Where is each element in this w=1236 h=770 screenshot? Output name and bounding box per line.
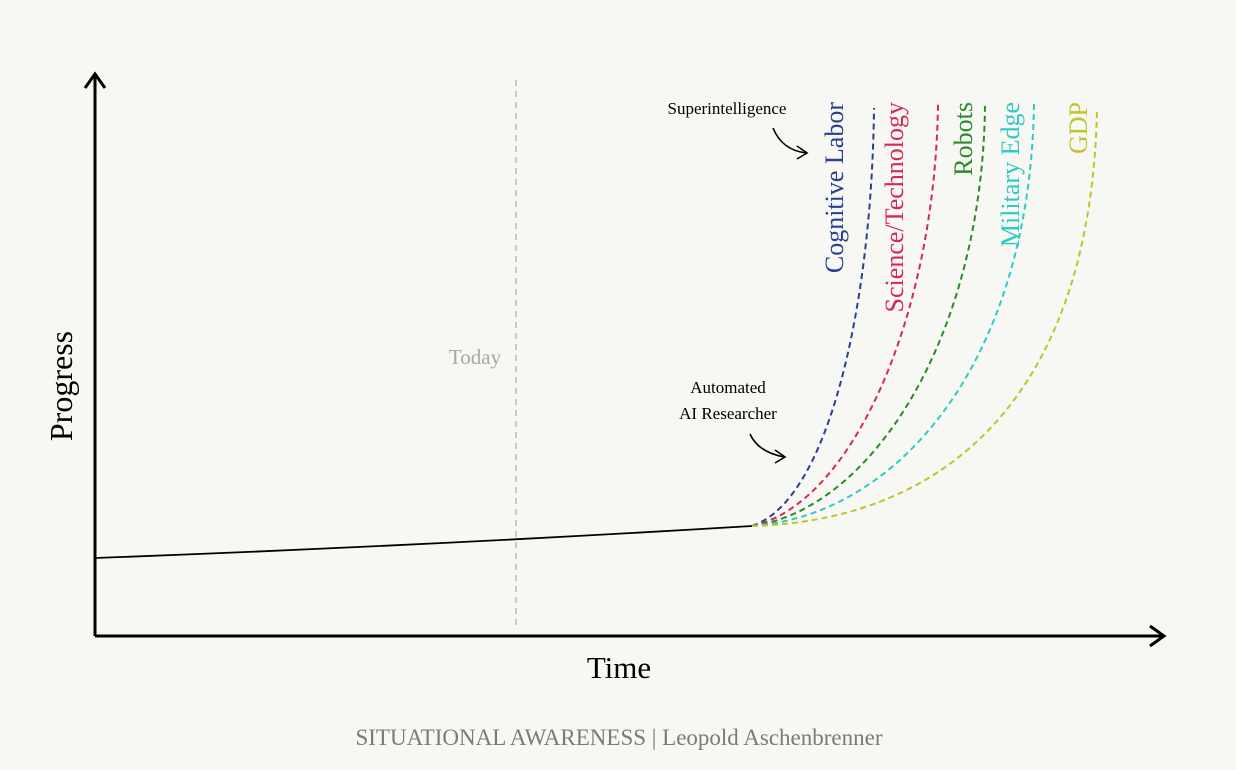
curve-label-military-edge: Military Edge — [996, 102, 1025, 247]
automated-ai-researcher-arrowhead — [774, 449, 787, 464]
x-axis-arrowhead — [1149, 624, 1167, 648]
y-axis-label: Progress — [43, 331, 79, 441]
automated-ai-researcher-arrow — [749, 433, 785, 458]
curve-cognitive-labor — [751, 107, 875, 527]
superintelligence-arrowhead — [796, 145, 809, 160]
curve-military-edge — [751, 103, 1035, 527]
curve-science-technology — [751, 103, 939, 527]
today-label: Today — [449, 345, 502, 369]
superintelligence-label: Superintelligence — [668, 99, 787, 118]
curve-label-science-technology: Science/Technology — [880, 102, 909, 312]
credit-line: SITUATIONAL AWARENESS | Leopold Aschenbr… — [355, 725, 882, 750]
x-axis-label: Time — [587, 650, 651, 685]
curve-label-cognitive-labor: Cognitive Labor — [820, 102, 849, 273]
curve-label-gdp: GDP — [1064, 102, 1093, 154]
superintelligence-arrow — [772, 127, 807, 154]
automated-ai-researcher-line-1: Automated — [690, 378, 766, 397]
curve-robots — [751, 105, 986, 527]
y-axis-arrowhead — [83, 71, 107, 89]
progress-line — [94, 525, 753, 559]
automated-ai-researcher-line-2: AI Researcher — [679, 404, 777, 423]
curve-label-robots: Robots — [949, 102, 978, 176]
curve-gdp — [751, 107, 1098, 527]
